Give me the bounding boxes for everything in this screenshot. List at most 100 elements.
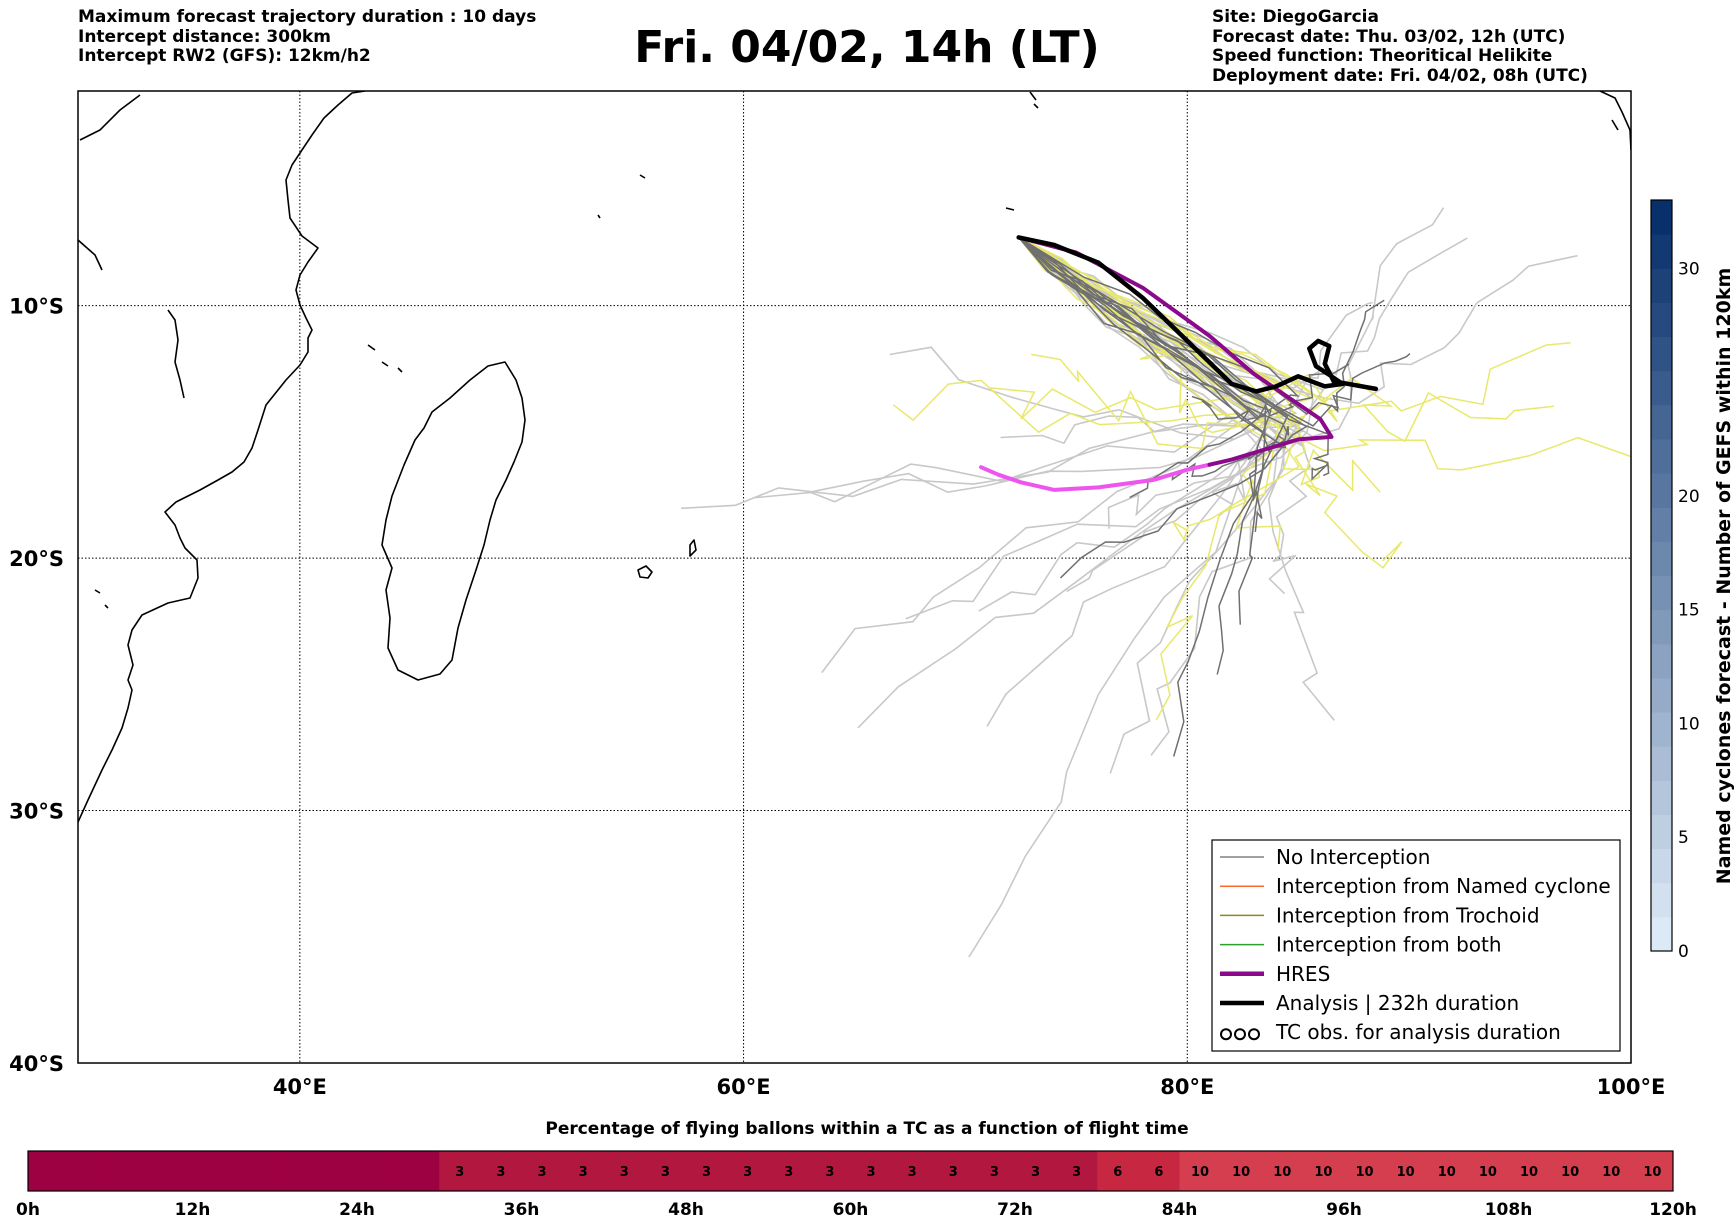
ensemble-trajectory-dark: [1018, 236, 1266, 422]
legend-label: Analysis | 232h duration: [1276, 991, 1519, 1015]
strip-cell: [1549, 1151, 1592, 1191]
gridlines: [78, 91, 1631, 1063]
strip-value-label: 3: [867, 1165, 876, 1180]
legend-label: HRES: [1276, 962, 1330, 986]
strip-cell: [727, 1151, 769, 1191]
strip-cell: [1590, 1151, 1633, 1191]
trochoid-trajectory: [1018, 236, 1332, 542]
ensemble-trajectory-dark: [1018, 236, 1385, 427]
plot-frame: [77, 90, 1632, 1064]
ensemble-trajectory-dark: [1018, 236, 1411, 415]
hres-continuation-series-line: [979, 462, 1212, 492]
ensemble-trajectory-dark: [1018, 236, 1272, 757]
colorbar-cell: [1651, 712, 1672, 747]
strip-cell: [686, 1151, 728, 1191]
legend-cyclone-symbol: [1234, 1028, 1246, 1041]
mauritius-coastline: [689, 539, 697, 557]
legend-label: Interception from both: [1276, 933, 1502, 957]
strip-cell: [603, 1151, 646, 1191]
strip-frame: [27, 1150, 1674, 1192]
strip-cell: [1261, 1151, 1304, 1191]
strip-cell: [357, 1151, 399, 1191]
strip-cell: [1508, 1151, 1551, 1191]
colorbar-cell: [1651, 575, 1672, 611]
strip-tick-label: 96h: [1326, 1200, 1362, 1220]
strip-value-label: 10: [1397, 1165, 1415, 1180]
strip-value-label: 3: [579, 1165, 588, 1180]
strip-cell: [398, 1151, 440, 1191]
strip-tick-label: 12h: [175, 1200, 211, 1220]
strip-cell: [315, 1151, 358, 1191]
speed-function-text: Speed function: Theoritical Helikite: [1212, 46, 1553, 66]
strip-cell: [1179, 1151, 1222, 1191]
strip-cell: [1631, 1151, 1674, 1191]
strip-cell: [28, 1151, 70, 1191]
strip-value-label: 6: [1113, 1165, 1122, 1180]
cyclone-colorbar: 0 5 10 15 20 30 Named cyclones forecast - Numb…: [1650, 199, 1734, 962]
site-info: Site: DiegoGarcia Forecast date: Thu. 03…: [1212, 7, 1588, 86]
strip-cell: [850, 1151, 893, 1191]
x-tick-label: 60°E: [717, 1075, 771, 1099]
strip-cell: [1138, 1151, 1180, 1191]
colorbar-cell: [1651, 302, 1672, 338]
strip-cell: [1467, 1151, 1509, 1191]
strip-cell: [151, 1151, 193, 1191]
strip-cell: [1097, 1151, 1139, 1191]
trochoid-trajectory: [1018, 236, 1281, 721]
ensemble-trajectories-no-interception: [1018, 236, 1411, 757]
x-tick-label: 100°E: [1597, 1075, 1666, 1099]
legend: No Interception Interception from Named c…: [1211, 839, 1621, 1052]
ensemble-trajectory-dark: [1018, 236, 1308, 579]
colorbar-tick-label: 0: [1678, 942, 1689, 962]
trochoid-trajectory: [1018, 236, 1554, 443]
seychelles-coastline: [597, 174, 1015, 219]
legend-label: Interception from Trochoid: [1276, 903, 1540, 927]
strip-value-label: 10: [1314, 1165, 1332, 1180]
legend-cyclone-symbol: [1220, 1028, 1232, 1041]
coastlines: [78, 91, 1631, 823]
strip-value-label: 3: [990, 1165, 999, 1180]
strip-cell: [1220, 1151, 1263, 1191]
trochoid-trajectory: [892, 236, 1281, 434]
strip-value-label: 6: [1154, 1165, 1163, 1180]
mozambique-island-coastline: [94, 589, 109, 609]
colorbar-cell: [1651, 609, 1672, 645]
strip-cell: [480, 1151, 522, 1191]
colorbar-tick-label: 20: [1678, 487, 1700, 507]
colorbar-cell: [1651, 916, 1672, 952]
legend-label: Interception from Named cyclone: [1276, 874, 1611, 898]
strip-cell: [192, 1151, 235, 1191]
strip-cell: [110, 1151, 152, 1191]
strip-cell: [274, 1151, 317, 1191]
strip-tick-label: 84h: [1162, 1200, 1198, 1220]
strip-value-label: 3: [538, 1165, 547, 1180]
colorbar-frame: [1650, 199, 1673, 952]
flight-time-strip: 3 3 3 3 3 3 3 3 3 3 3 3 3 3 3 3 6 6 10 10 10 10 10 10 10 10 10 10 10…: [16, 1150, 1697, 1220]
colorbar-cell: [1651, 780, 1672, 815]
colorbar-cell: [1651, 507, 1672, 542]
deployment-date-text: Deployment date: Fri. 04/02, 08h (UTC): [1212, 65, 1588, 86]
colorbar-cell: [1651, 848, 1672, 884]
colorbar-cell: [1651, 541, 1672, 576]
legend-cyclone-symbol: [1248, 1028, 1260, 1041]
reunion-coastline: [637, 565, 653, 579]
strip-value-label: 3: [661, 1165, 670, 1180]
strip-cell: [1385, 1151, 1427, 1191]
legend-label: TC obs. for analysis duration: [1275, 1020, 1561, 1044]
strip-cell: [233, 1151, 276, 1191]
ensemble-trajectory-dark: [1018, 236, 1300, 499]
site-text: Site: DiegoGarcia: [1212, 7, 1379, 27]
ensemble-trajectory-dark: [1018, 236, 1280, 481]
colorbar-cell: [1651, 404, 1672, 440]
colorbar-label: Named cyclones forecast - Number of GEFS…: [1713, 268, 1734, 885]
colorbar-tick-label: 5: [1678, 828, 1689, 848]
strip-value-label: 3: [949, 1165, 958, 1180]
strip-cell: [809, 1151, 851, 1191]
axis-tick-labels: 40°E 60°E 80°E 100°E 10°S 20°S 30°S 40°S: [9, 295, 1665, 1099]
colorbar-tick-label: 15: [1678, 601, 1700, 621]
maldives-coastline: [1029, 91, 1039, 109]
colorbar-cell: [1651, 336, 1672, 372]
strip-value-label: 3: [1031, 1165, 1040, 1180]
colorbar-cell: [1651, 200, 1672, 235]
strip-value-label: 3: [702, 1165, 711, 1180]
